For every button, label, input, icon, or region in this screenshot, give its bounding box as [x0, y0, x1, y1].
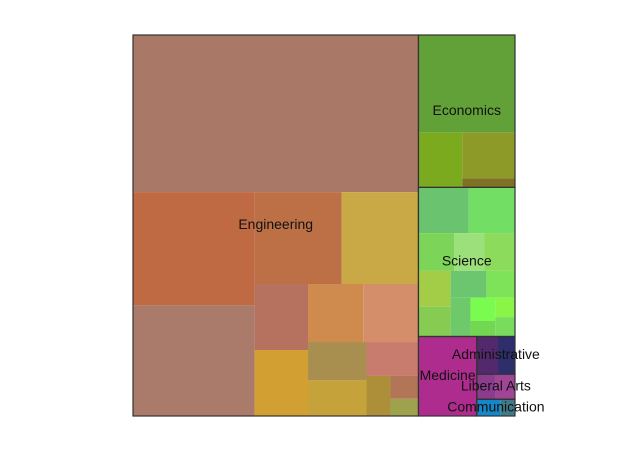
- tile-science-7: [418, 306, 451, 337]
- tile-economics-2: [418, 132, 463, 188]
- tile-science-6: [418, 270, 451, 307]
- tile-engineering-12: [366, 342, 419, 376]
- tile-science-3: [418, 233, 455, 271]
- tile-engineering-9: [363, 284, 419, 343]
- group-label-economics: Economics: [432, 102, 500, 118]
- tile-medicine-1: [418, 336, 477, 416]
- tile-science-2: [468, 187, 515, 234]
- tile-engineering-3: [133, 305, 255, 416]
- tile-engineering-5: [341, 192, 419, 285]
- tile-engineering-15: [390, 398, 419, 416]
- treemap-labels: Engineering Economics Science Medicine Admin…: [238, 102, 544, 414]
- tile-economics-3: [462, 132, 515, 179]
- tile-engineering-1: [133, 35, 419, 193]
- tile-engineering-2: [133, 192, 255, 306]
- tile-engineering-4: [254, 192, 342, 285]
- tile-science-12: [470, 320, 496, 337]
- group-label-engineering: Engineering: [238, 216, 313, 232]
- tile-science-14: [495, 317, 515, 337]
- tile-engineering-11: [308, 380, 367, 416]
- tile-science-8: [450, 270, 487, 298]
- treemap-group-borders: [132, 34, 516, 417]
- plot-frame: [132, 34, 516, 417]
- tile-engineering-8: [308, 284, 364, 343]
- tile-engineering-13: [366, 375, 391, 416]
- tile-science-11: [470, 297, 496, 321]
- tile-science-9: [486, 270, 515, 298]
- tile-science-4: [454, 233, 485, 271]
- tile-communication-1: [476, 399, 501, 416]
- tile-administrative-2: [498, 336, 515, 375]
- tile-communication-2: [500, 399, 515, 416]
- tile-science-1: [418, 187, 469, 234]
- tile-liberal-arts-1: [476, 374, 496, 400]
- tile-science-10: [450, 297, 471, 337]
- tile-administrative-1: [476, 336, 499, 375]
- tile-liberal-arts-2: [495, 374, 515, 400]
- tile-engineering-6: [254, 284, 309, 351]
- tile-science-13: [495, 297, 515, 318]
- tile-engineering-7: [254, 350, 309, 416]
- treemap-tiles: [133, 35, 515, 416]
- tile-economics-4: [462, 178, 515, 188]
- tile-engineering-14: [390, 375, 419, 399]
- tile-economics-1: [418, 35, 515, 133]
- group-label-liberal-arts: Liberal Arts: [461, 377, 531, 393]
- tile-science-5: [484, 233, 515, 271]
- group-label-communication: Communication: [447, 398, 544, 414]
- tile-engineering-10: [308, 342, 367, 381]
- group-label-science: Science: [442, 253, 492, 269]
- group-label-administrative: Administrative: [452, 346, 540, 362]
- group-label-medicine: Medicine: [420, 367, 476, 383]
